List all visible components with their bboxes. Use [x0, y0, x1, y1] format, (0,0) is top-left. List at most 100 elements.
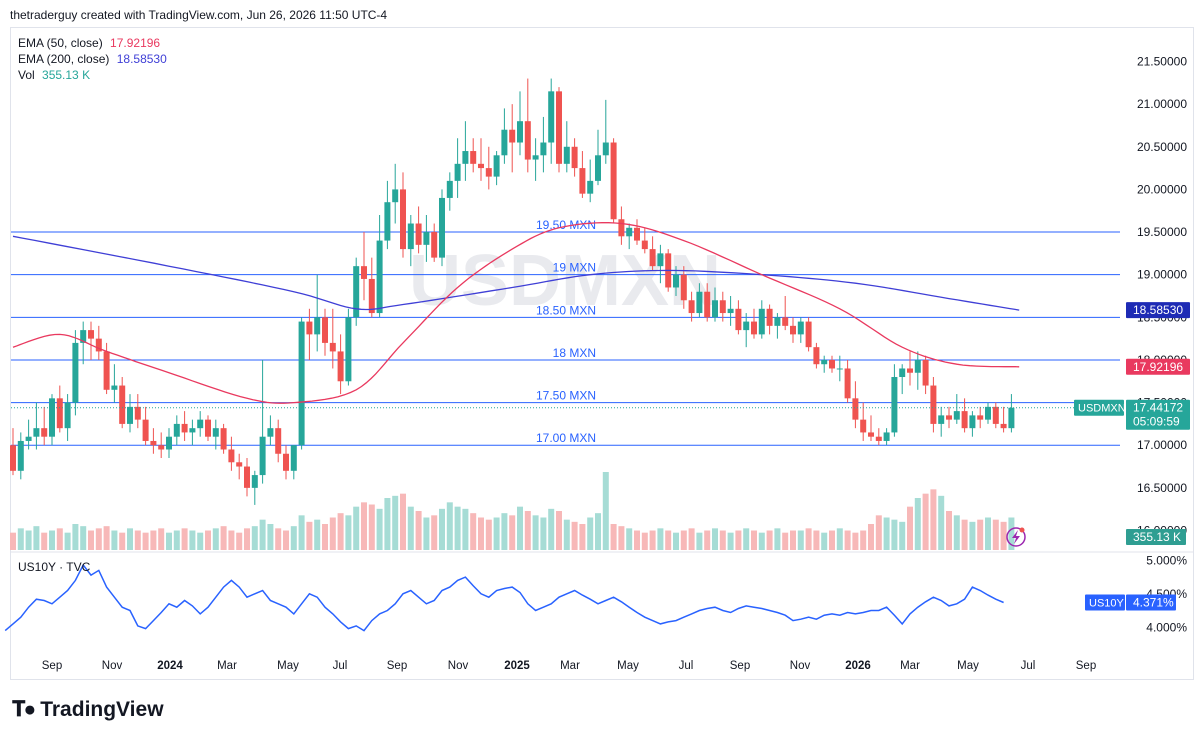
volume-bar: [579, 524, 586, 550]
us10y-legend[interactable]: US10Y · TVC: [18, 560, 90, 574]
volume-bar: [1008, 517, 1015, 550]
candle-body: [392, 189, 399, 203]
ema200-price-badge-bg: [1126, 302, 1190, 319]
volume-bar: [17, 528, 24, 550]
candle-body: [322, 317, 328, 343]
horizontal-level-label: 17.50 MXN: [536, 389, 596, 403]
candle-body: [696, 291, 703, 314]
symbol-tag-bg: [1074, 399, 1124, 416]
candle-body: [563, 146, 570, 164]
us10y-line: [4, 563, 1004, 632]
candle-body: [774, 317, 781, 326]
volume-bar: [540, 517, 547, 550]
volume-bar: [142, 532, 149, 550]
us10y-legend-title: US10Y · TVC: [18, 560, 91, 574]
time-tick-label: May: [277, 660, 299, 672]
candle-body: [314, 317, 321, 335]
candle-body: [751, 321, 757, 335]
volume-bar: [571, 521, 578, 550]
volume-bar: [875, 515, 882, 550]
candle-body: [142, 419, 149, 441]
countdown-badge: 05:09:59: [1133, 415, 1180, 429]
candle-body: [41, 428, 48, 437]
volume-bar: [712, 528, 718, 550]
volume-bar: [220, 526, 227, 550]
time-tick-label: Jul: [1021, 660, 1036, 672]
tradingview-logo-icon: 𝐓●: [12, 698, 36, 721]
candle-body: [205, 419, 211, 437]
volume-bar: [868, 524, 874, 550]
volume-bar: [267, 524, 274, 550]
candle-body: [868, 432, 874, 437]
candle-body: [283, 453, 289, 471]
candle-body: [587, 180, 594, 194]
price-tick-label: 21.00000: [1137, 97, 1187, 111]
volume-bar: [634, 530, 640, 550]
tradingview-logo[interactable]: 𝐓● TradingView: [12, 698, 164, 722]
volume-bar: [883, 517, 890, 550]
volume-bar: [72, 524, 79, 550]
candle-body: [985, 406, 991, 420]
ema200-legend-label: EMA (200, close): [18, 52, 110, 66]
candle-body: [657, 253, 664, 267]
volume-bar: [719, 530, 726, 550]
candle-body: [72, 342, 79, 403]
volume-bar: [400, 493, 406, 550]
volume-bar: [251, 526, 258, 550]
volume-bar: [10, 532, 16, 550]
volume-bar: [946, 511, 952, 550]
candle-body: [478, 163, 484, 169]
candle-body: [103, 351, 110, 390]
candle-body: [158, 445, 165, 450]
volume-bar: [150, 530, 157, 550]
volume-legend[interactable]: Vol 355.13 K: [18, 67, 167, 83]
horizontal-level-label: 19 MXN: [553, 261, 596, 275]
volume-bar: [33, 526, 40, 550]
volume-bar: [766, 530, 773, 550]
last-price-badge-bg: [1126, 399, 1190, 430]
candle-body: [680, 274, 687, 301]
candle-body: [80, 330, 87, 343]
last-price-badge: 17.44172: [1133, 401, 1183, 415]
volume-bar: [735, 530, 742, 550]
candle-body: [212, 428, 219, 437]
volume-bar: [236, 532, 243, 550]
volume-bar: [922, 493, 929, 550]
candle-body: [290, 445, 297, 471]
volume-bar: [743, 528, 750, 550]
volume-bar: [134, 530, 141, 550]
ema200-legend-value: 18.58530: [116, 52, 167, 66]
volume-bar: [41, 532, 48, 550]
candle-body: [532, 155, 539, 160]
volume-bar: [852, 532, 859, 550]
time-tick-label: Sep: [387, 660, 407, 672]
candle-body: [259, 436, 266, 476]
ema50-legend[interactable]: EMA (50, close) 17.92196: [18, 35, 167, 51]
candle-body: [829, 359, 835, 369]
candle-body: [267, 428, 274, 437]
volume-bar: [103, 526, 110, 550]
volume-bar: [532, 515, 539, 550]
ema200-price-badge: 18.58530: [1133, 303, 1183, 317]
volume-bar: [119, 532, 126, 550]
ema200-legend[interactable]: EMA (200, close) 18.58530: [18, 51, 167, 67]
volume-bar: [930, 489, 937, 550]
candle-body: [805, 321, 812, 348]
volume-bar: [680, 530, 687, 550]
candle-body: [782, 317, 789, 326]
candle-body: [56, 398, 63, 429]
indicator-legend: EMA (50, close) 17.92196 EMA (200, close…: [18, 35, 167, 83]
volume-bar: [727, 532, 734, 550]
volume-bar: [688, 528, 695, 550]
candle-body: [368, 278, 375, 314]
candle-body: [306, 321, 313, 335]
candle-body: [150, 440, 157, 446]
volume-bar: [244, 528, 250, 550]
candle-body: [907, 368, 913, 373]
volume-bar: [501, 513, 508, 550]
time-tick-label: Jul: [679, 660, 694, 672]
candle-body: [25, 436, 32, 441]
price-tick-label: 16.50000: [1137, 481, 1187, 495]
candle-body: [540, 142, 547, 156]
